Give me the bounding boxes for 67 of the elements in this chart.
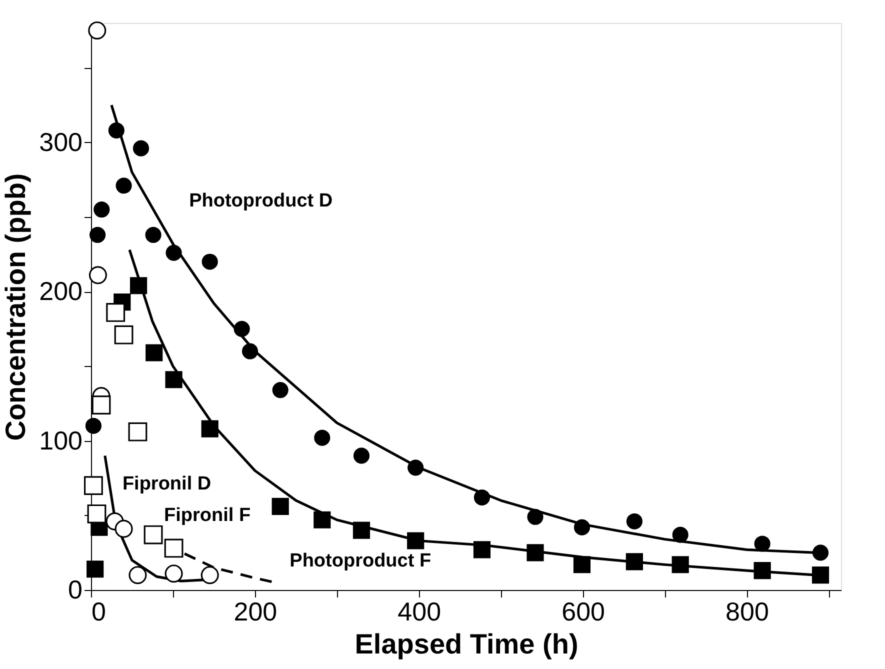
point — [88, 266, 107, 284]
point — [352, 522, 370, 539]
point — [128, 422, 148, 442]
point — [164, 538, 184, 558]
point — [314, 430, 330, 446]
point — [407, 532, 424, 550]
point — [202, 254, 218, 270]
series-label: Photoproduct D — [189, 190, 333, 212]
y-tick-label: 300 — [39, 126, 82, 157]
point — [812, 566, 830, 584]
point — [200, 566, 219, 584]
point — [166, 244, 182, 261]
point — [84, 476, 103, 496]
point — [116, 178, 132, 194]
point — [144, 525, 163, 544]
point — [130, 277, 148, 294]
point — [114, 520, 133, 538]
point — [88, 21, 106, 40]
point — [474, 489, 490, 506]
point — [242, 343, 258, 360]
point — [201, 420, 218, 438]
series-label: Fipronil D — [122, 473, 212, 494]
point — [114, 325, 134, 344]
point — [754, 562, 771, 580]
point — [108, 122, 124, 138]
y-tick-label: 0 — [68, 574, 82, 604]
point — [812, 544, 829, 561]
point — [146, 344, 163, 362]
series-label: Photoproduct F — [290, 550, 432, 572]
x-tick-label: 200 — [234, 596, 278, 626]
point — [574, 519, 590, 536]
x-tick-label: 400 — [398, 596, 442, 626]
point — [527, 508, 544, 525]
point — [164, 564, 183, 583]
point — [353, 448, 370, 464]
point — [754, 536, 770, 552]
point — [626, 553, 643, 570]
point — [408, 460, 424, 476]
point — [272, 382, 288, 398]
y-tick-label: 100 — [39, 425, 82, 456]
x-tick-label: 800 — [726, 596, 769, 626]
series-label: Fipronil F — [164, 504, 251, 526]
point — [85, 418, 102, 434]
point — [672, 526, 688, 543]
point — [473, 541, 491, 558]
point — [272, 498, 289, 515]
point — [234, 320, 250, 337]
point — [132, 140, 150, 156]
point — [526, 544, 544, 562]
point — [314, 511, 331, 528]
point — [90, 226, 106, 243]
point — [86, 560, 104, 578]
point — [87, 504, 106, 524]
point — [573, 556, 591, 574]
point — [128, 566, 147, 584]
point — [165, 371, 182, 388]
x-tick-label: 0 — [92, 596, 106, 626]
point — [626, 513, 642, 530]
y-tick-label: 200 — [39, 276, 82, 306]
point — [672, 556, 689, 574]
x-tick-label: 600 — [562, 596, 605, 626]
point — [106, 303, 126, 322]
point — [92, 396, 111, 414]
y-axis-title: Concentration (ppb) — [0, 173, 32, 441]
point — [94, 201, 110, 218]
point — [145, 226, 162, 243]
x-axis-title: Elapsed Time (h) — [354, 628, 578, 660]
